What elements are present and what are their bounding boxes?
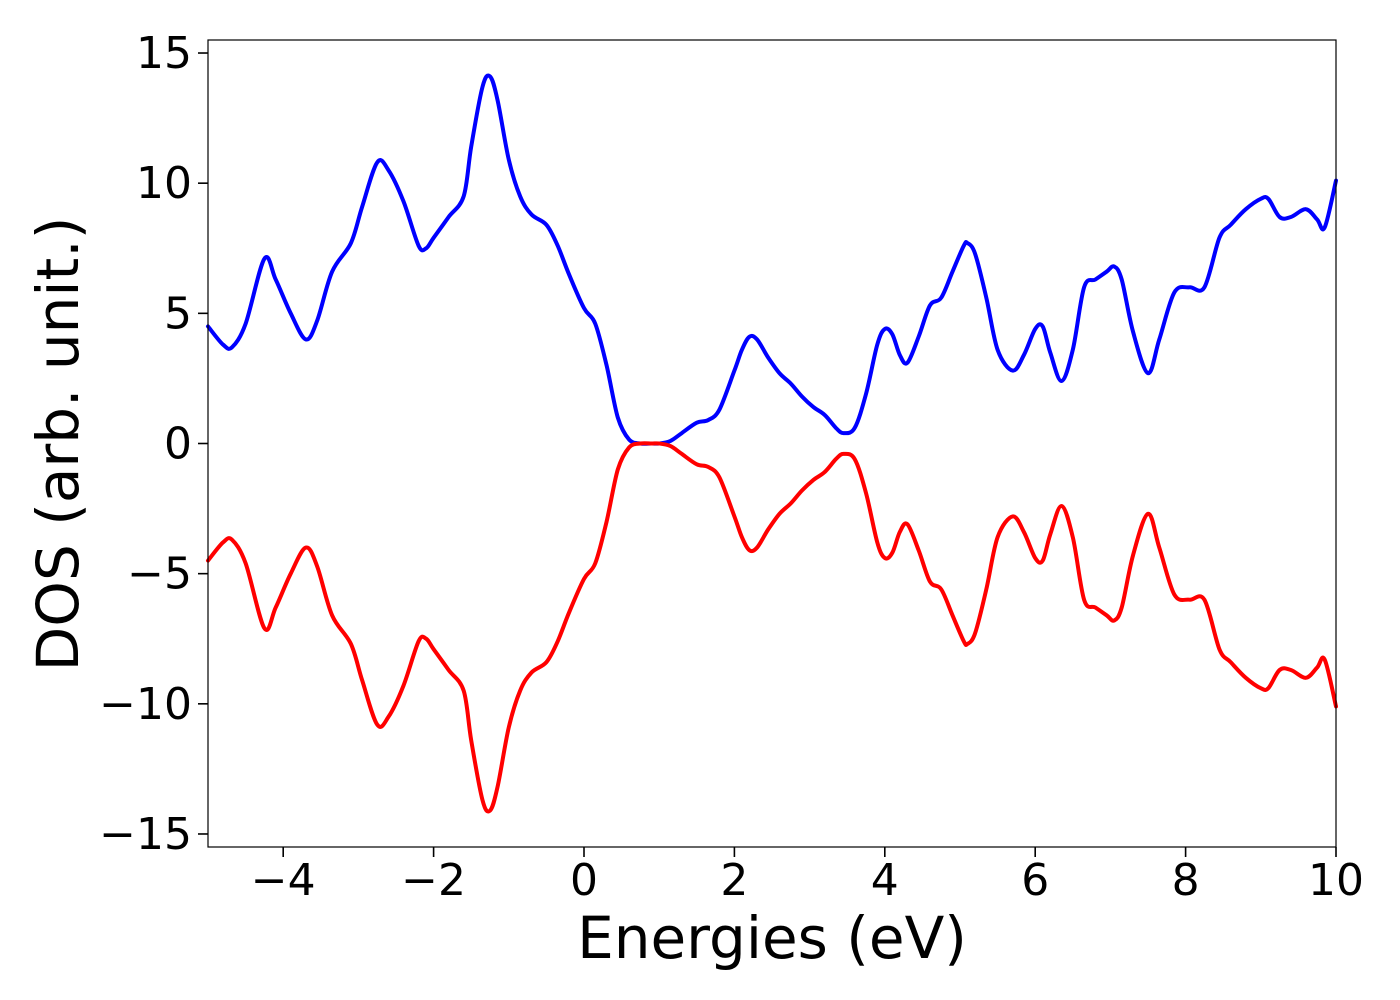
x-tick-label: −4 <box>251 855 316 906</box>
y-tick-label: 15 <box>136 28 192 79</box>
x-axis-label: Energies (eV) <box>577 904 967 972</box>
x-axis-ticks: −4 −2 0 2 4 6 8 10 <box>251 847 1364 906</box>
series-layer <box>206 73 1338 814</box>
x-tick-label: 2 <box>720 855 748 906</box>
y-axis-label: DOS (arb. unit.) <box>24 217 92 672</box>
x-tick-label: 6 <box>1021 855 1049 906</box>
y-tick-label: −5 <box>127 549 192 600</box>
y-tick-label: 10 <box>136 158 192 209</box>
dos-series-line-1 <box>206 73 1338 446</box>
y-tick-label: −15 <box>99 809 192 860</box>
x-tick-label: −2 <box>401 855 466 906</box>
y-tick-label: 5 <box>164 288 192 339</box>
y-axis-ticks: 15 10 5 0 −5 −10 −15 <box>99 28 208 860</box>
x-tick-label: 0 <box>570 855 598 906</box>
x-tick-label: 4 <box>871 855 899 906</box>
x-tick-label: 10 <box>1308 855 1364 906</box>
dos-series-line-2 <box>206 441 1338 814</box>
x-tick-label: 8 <box>1172 855 1200 906</box>
y-tick-label: 0 <box>164 419 192 470</box>
y-tick-label: −10 <box>99 679 192 730</box>
